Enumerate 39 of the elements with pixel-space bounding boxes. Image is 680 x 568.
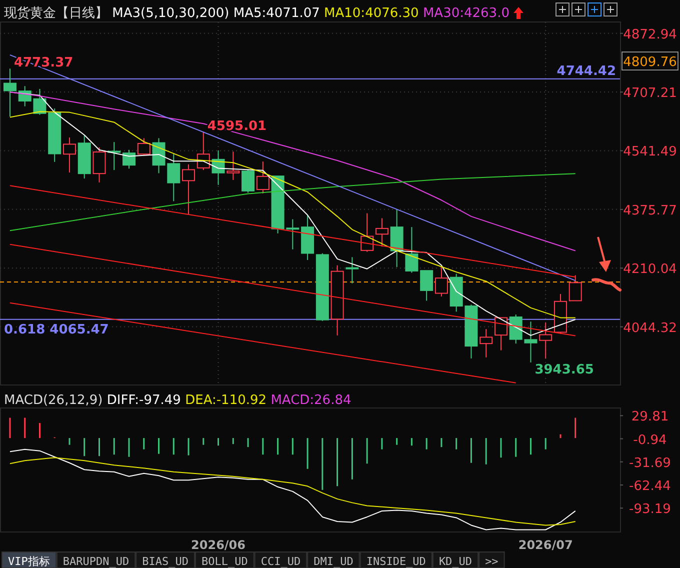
- text: 4809.76: [623, 55, 677, 70]
- text: MACD:26.84: [270, 393, 352, 408]
- text: MA5:4071.07: [233, 6, 324, 21]
- legend-title: MA3(5,10,30,200): [112, 6, 234, 21]
- text: DEA:-110.92: [185, 393, 271, 408]
- y-tick-label: 29.81: [631, 410, 669, 425]
- line-series: [9, 448, 576, 530]
- chart-title: MACD(26,12,9): [4, 393, 107, 408]
- y-tick-label: -0.94: [633, 432, 667, 448]
- text: KD_UD: [438, 555, 472, 568]
- text: VIP指标: [8, 555, 50, 568]
- y-tick-label: -93.19: [629, 502, 671, 518]
- line-series: [9, 173, 576, 232]
- chart-title: 现货黄金【日线】: [4, 6, 112, 21]
- text: DIFF:-97.49: [106, 393, 186, 408]
- text: MA30:4263.0: [422, 6, 510, 21]
- y-tick-label: 4044.32: [623, 320, 677, 336]
- text: BIAS_UD: [142, 555, 188, 568]
- text: BOLL_UD: [201, 555, 248, 568]
- text: DMI_UD: [314, 555, 354, 568]
- y-tick-label: -62.44: [629, 478, 671, 494]
- x-tick-label: 2026/06: [191, 538, 246, 552]
- y-tick-label: 4872.94: [623, 27, 677, 42]
- y-tick-label: 4210.04: [623, 262, 677, 278]
- text: >>: [485, 555, 499, 568]
- ref-line-label: 0.618 4065.47: [4, 322, 109, 338]
- annotation: 3943.65: [534, 362, 594, 378]
- annotation: 4595.01: [207, 118, 267, 134]
- line-series: [9, 457, 576, 526]
- ref-line-label: 4744.42: [556, 64, 616, 79]
- text: MA10:4076.30: [324, 6, 423, 21]
- text: CCI_UD: [260, 555, 301, 568]
- y-tick-label: 4375.77: [623, 203, 677, 218]
- x-tick-label: 2026/07: [518, 538, 573, 552]
- text: INSIDE_UD: [366, 555, 426, 568]
- y-tick-label: -31.69: [629, 456, 671, 471]
- y-tick-label: 4541.49: [623, 144, 677, 160]
- text: BARUPDN_UD: [62, 555, 130, 568]
- y-tick-label: 4707.21: [623, 86, 677, 102]
